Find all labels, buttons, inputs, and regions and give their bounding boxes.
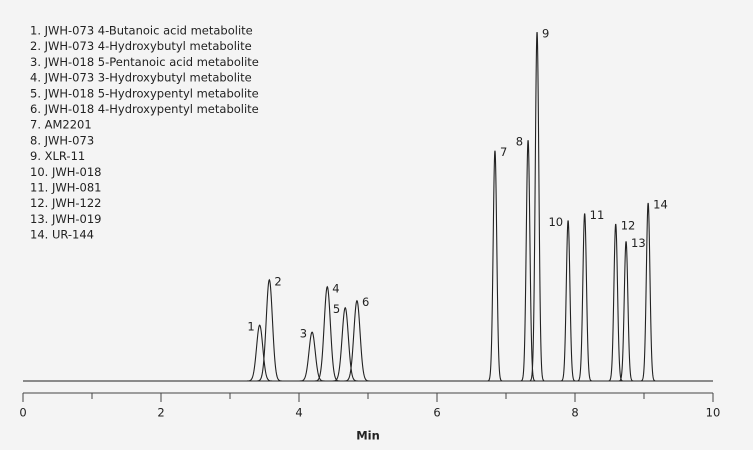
peak — [618, 241, 634, 382]
peak-label: 6 — [362, 295, 369, 309]
peak-label: 7 — [500, 145, 507, 159]
x-tick-label: 8 — [571, 406, 578, 420]
peak — [640, 202, 656, 382]
legend-entry: 8. JWH-073 — [30, 133, 94, 147]
peak-label: 8 — [516, 135, 523, 149]
legend-entry: 4. JWH-073 3-Hydroxybutyl metabolite — [30, 71, 252, 85]
peak — [577, 213, 592, 382]
peak — [247, 324, 273, 382]
peak-label: 11 — [590, 208, 605, 222]
peak-label: 1 — [247, 320, 254, 334]
legend-entry: 9. XLR-11 — [30, 149, 85, 163]
peak — [344, 299, 370, 382]
legend-entry: 3. JWH-018 5-Pentanoic acid metabolite — [30, 55, 259, 69]
x-tick-label: 2 — [157, 406, 164, 420]
legend-entry: 7. AM2201 — [30, 118, 92, 132]
peak-label: 2 — [274, 274, 281, 288]
peak-label: 4 — [332, 281, 339, 295]
peak — [256, 278, 282, 382]
peak — [560, 220, 576, 382]
legend-entry: 11. JWH-081 — [30, 181, 101, 195]
x-tick-label: 6 — [433, 406, 440, 420]
peak — [299, 331, 325, 382]
peak-label: 5 — [333, 302, 340, 316]
peak — [314, 285, 340, 382]
peak-label: 9 — [542, 27, 549, 41]
x-axis-label: Min — [356, 429, 380, 443]
legend-entry: 5. JWH-018 5-Hydroxypentyl metabolite — [30, 86, 259, 100]
peak — [520, 140, 536, 382]
peak-label: 13 — [631, 236, 646, 250]
legend-entry: 14. UR-144 — [30, 228, 94, 242]
peak-label: 12 — [621, 218, 636, 232]
peak-label: 10 — [548, 215, 563, 229]
legend-entry: 13. JWH-019 — [30, 212, 101, 226]
legend-entry: 1. JWH-073 4-Butanoic acid metabolite — [30, 24, 253, 38]
legend-entry: 12. JWH-122 — [30, 196, 101, 210]
peak — [608, 223, 623, 382]
peak — [529, 31, 545, 382]
x-tick-label: 0 — [19, 406, 26, 420]
legend-entry: 10. JWH-018 — [30, 165, 101, 179]
peak — [487, 150, 503, 382]
peak-label: 14 — [653, 198, 668, 212]
legend-entry: 2. JWH-073 4-Hydroxybutyl metabolite — [30, 39, 252, 53]
peak-label: 3 — [300, 327, 307, 341]
x-tick-label: 10 — [706, 406, 721, 420]
legend-entry: 6. JWH-018 4-Hydroxypentyl metabolite — [30, 102, 259, 116]
x-tick-label: 4 — [295, 406, 302, 420]
peak — [332, 306, 358, 382]
